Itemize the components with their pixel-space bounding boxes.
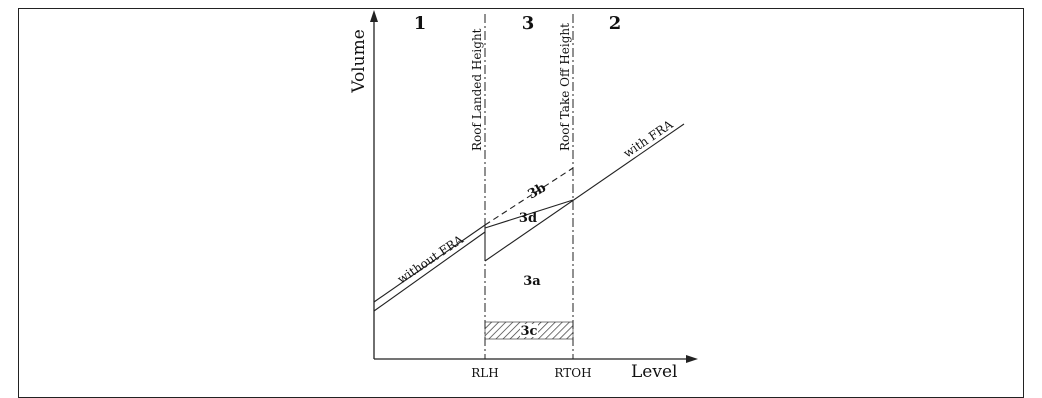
region-1-label: 1 xyxy=(414,13,427,34)
roof-landed-height-label: Roof Landed Height xyxy=(470,28,484,151)
area-3d-label: 3d xyxy=(519,211,537,226)
without-fra-label: without FRA xyxy=(395,232,466,286)
roof-takeoff-height-label: Roof Take Off Height xyxy=(558,23,572,151)
without-fra-dashed-extension xyxy=(484,167,574,226)
rlh-tick-label: RLH xyxy=(471,366,498,380)
x-axis-arrow xyxy=(686,355,698,363)
with-fra-label: with FRA xyxy=(621,117,676,160)
segment-3d-line xyxy=(484,199,574,229)
region-2-label: 2 xyxy=(609,13,622,34)
without-fra-line xyxy=(373,224,486,303)
with-fra-lower-line xyxy=(373,231,486,312)
rtoh-tick-label: RTOH xyxy=(554,366,591,380)
y-axis-label: Volume xyxy=(349,29,369,94)
x-axis-label: Level xyxy=(631,362,677,382)
level-volume-diagram: 1 3 2 Volume Level RLH RTOH Roof Landed … xyxy=(349,10,698,382)
with-fra-line xyxy=(484,123,685,262)
y-axis-arrow xyxy=(370,10,378,22)
area-3b-label: 3b xyxy=(526,180,549,202)
area-3c-label: 3c xyxy=(521,324,538,339)
region-3-label: 3 xyxy=(522,13,535,34)
area-3a-label: 3a xyxy=(523,274,541,289)
area-3c-label-bg xyxy=(520,324,538,337)
